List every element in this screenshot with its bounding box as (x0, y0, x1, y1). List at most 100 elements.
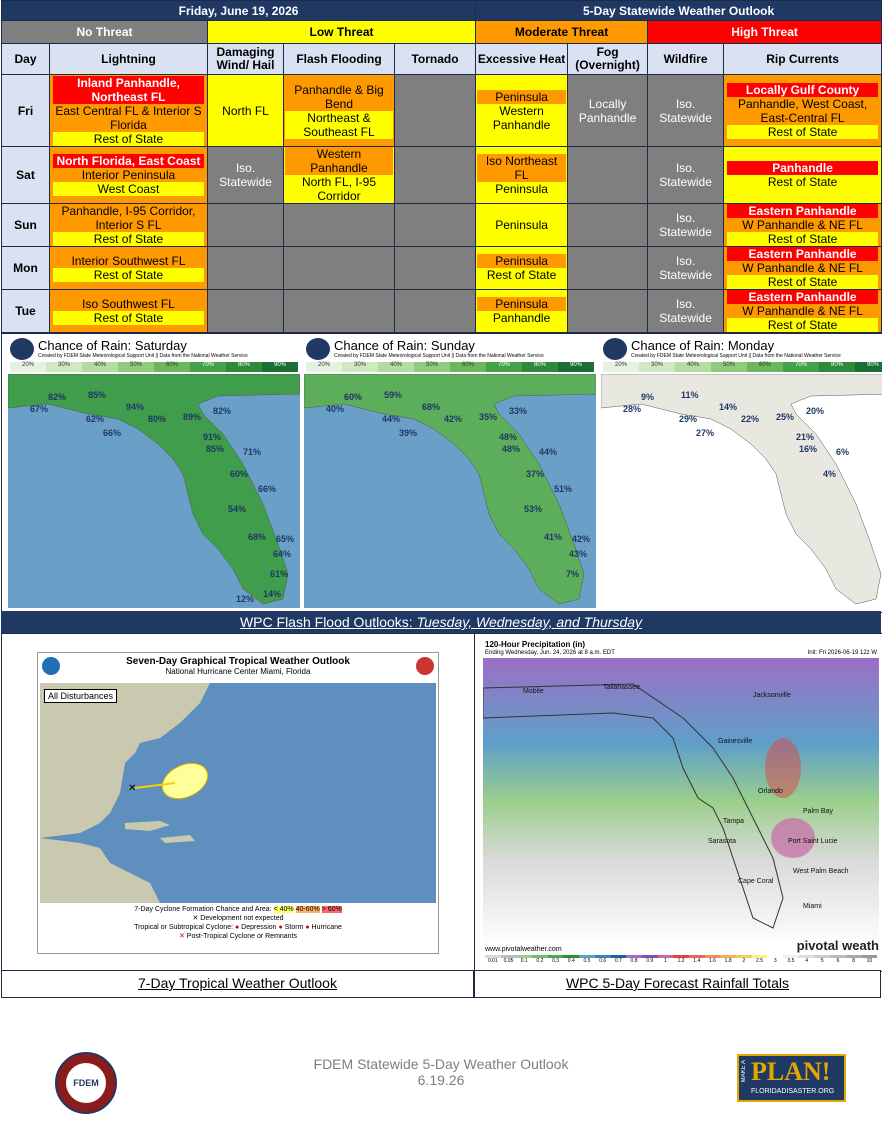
fdem-logo-icon (10, 338, 34, 360)
precip-site: www.pivotalweather.com (485, 946, 562, 953)
threat-area-text: Panhandle (476, 311, 567, 325)
threat-area-text: Locally Panhandle (578, 96, 637, 125)
rain-chance-value: 89% (183, 412, 202, 422)
rain-chance-value: 94% (126, 402, 145, 412)
cell-tornado (393, 289, 477, 333)
cell-wildfire: Iso. Statewide (647, 246, 725, 290)
col-flash-flooding: Flash Flooding (283, 43, 395, 75)
cell-fog (567, 289, 649, 333)
cell-fog (567, 246, 649, 290)
florida-map-graphic (304, 374, 596, 608)
threat-area-text: Northeast & Southeast FL (285, 110, 393, 139)
rain-scale: 20% 30% 40% 50% 60% 70% 80% 90% (603, 362, 882, 372)
rain-chance-value: 91% (203, 432, 222, 442)
florida-map-graphic (601, 374, 882, 608)
tropical-outlook-map: Seven-Day Graphical Tropical Weather Out… (37, 652, 439, 954)
threat-area-text: Peninsula (495, 218, 548, 232)
rain-chance-value: 54% (228, 504, 247, 514)
outlook-table: Friday, June 19, 2026 5-Day Statewide We… (0, 0, 882, 333)
precip-scale-step: 1.4 (688, 955, 705, 965)
nws-logo-icon (416, 657, 434, 675)
cell-wildfire: Iso. Statewide (647, 203, 725, 247)
legend-cyclone-types: Tropical or Subtropical Cyclone: (134, 924, 234, 931)
rain-scale-step: 20% (306, 362, 342, 372)
precip-city-label: Tallahassee (603, 684, 640, 691)
rain-scale-step: 80% (522, 362, 558, 372)
rain-chance-value: 41% (544, 532, 563, 542)
precip-scale-step: 10 (861, 955, 878, 965)
cell-lightning: Inland Panhandle, Northeast FL East Centr… (49, 74, 208, 147)
threat-area-text: Interior Southwest FL (52, 254, 205, 268)
rain-chance-value: 22% (741, 414, 760, 424)
rain-map-credit: Created by FDEM State Meteorological Sup… (631, 353, 841, 359)
legend-hurricane: Hurricane (311, 924, 342, 931)
rain-chance-value: 6% (836, 447, 850, 457)
day-row: Mon Interior Southwest FL Rest of State Pen… (1, 246, 882, 290)
threat-area-text: Eastern Panhandle (726, 247, 879, 261)
cell-heat: Peninsula (475, 203, 569, 247)
threat-area-text: Iso. Statewide (659, 254, 712, 282)
col-wind-hail: Damaging Wind/ Hail (207, 43, 284, 75)
legend-depression: Depression (241, 924, 277, 931)
threat-area-text: West Coast (52, 182, 205, 196)
rain-chance-value: 14% (263, 589, 282, 599)
threat-area-text: Rest of State (52, 268, 205, 282)
legend-storm: Storm (284, 924, 304, 931)
tropical-map-graphic: ✕ (40, 683, 436, 903)
threat-area-text: Interior Peninsula (52, 168, 205, 182)
precip-map: 120-Hour Precipitation (in) Ending Wedne… (483, 640, 879, 966)
tropical-title: Seven-Day Graphical Tropical Weather Out… (126, 656, 350, 667)
precip-scale-step: 1.2 (673, 955, 689, 965)
col-lightning: Lightning (49, 43, 208, 75)
cell-fog (567, 146, 649, 204)
legend-no-threat: No Threat (1, 20, 208, 44)
threat-area-text: Iso. Statewide (659, 297, 712, 325)
col-tornado: Tornado (393, 43, 477, 75)
precip-scale-step: 8 (845, 955, 862, 965)
threat-area-text: Peninsula (476, 297, 567, 311)
cell-rip: Eastern Panhandle W Panhandle & NE FL Rest… (723, 246, 882, 290)
day-row: Sun Panhandle, I-95 Corridor, Interior S … (1, 203, 882, 247)
precip-city-label: Jacksonville (753, 692, 791, 699)
legend-high-threat: High Threat (647, 20, 882, 44)
rain-chance-value: 21% (796, 432, 815, 442)
rain-scale-step: 40% (675, 362, 711, 372)
rain-chance-value: 66% (258, 484, 277, 494)
flash-flood-caption: WPC Flash Flood Outlooks: Tuesday, Wedne… (1, 611, 881, 633)
rain-chance-value: 85% (88, 390, 107, 400)
rain-chance-value: 44% (382, 414, 401, 424)
col-rip-currents: Rip Currents (723, 43, 882, 75)
threat-area-text: Iso Northeast FL (476, 154, 567, 182)
precip-scale-step: 2.5 (751, 955, 768, 965)
precip-city-label: Tampa (723, 818, 745, 825)
precip-city-label: Cape Coral (738, 878, 774, 885)
precip-scale-step: 0.6 (594, 955, 611, 965)
precip-city-label: Miami (803, 903, 822, 910)
cell-rip: Panhandle Rest of State (723, 146, 882, 204)
rain-scale-step: 20% (603, 362, 639, 372)
legend-post-tropical: Post-Tropical Cyclone or Remnants (186, 933, 298, 940)
rain-chance-value: 12% (236, 594, 255, 604)
threat-area-text: Iso Southwest FL (52, 297, 205, 311)
cell-fog (567, 203, 649, 247)
threat-area-text: Iso. Statewide (659, 211, 712, 239)
plan-logo-url: FLORIDADISASTER.ORG (751, 1088, 835, 1095)
rain-chance-value: 68% (422, 402, 441, 412)
cell-tornado (393, 74, 477, 147)
cell-flood: Panhandle & Big Bend Northeast & Southeas… (283, 74, 395, 147)
rain-scale-step: 70% (486, 362, 522, 372)
threat-area-text: Panhandle, West Coast, East-Central FL (726, 96, 879, 125)
cell-tornado (393, 246, 477, 290)
rain-scale-step: 30% (639, 362, 675, 372)
precip-city-label: Port Saint Lucie (788, 838, 838, 845)
day-row: Tue Iso Southwest FL Rest of State Peninsul… (1, 289, 882, 333)
precip-scale-step: 0.8 (626, 955, 642, 965)
legend-moderate-threat: Moderate Threat (475, 20, 649, 44)
footer-line1: FDEM Statewide 5-Day Weather Outlook (313, 1056, 569, 1072)
rain-chance-value: 37% (526, 469, 545, 479)
rain-chance-value: 51% (554, 484, 573, 494)
threat-area-text: North FL (222, 103, 269, 118)
rain-map-credit: Created by FDEM State Meteorological Sup… (38, 353, 248, 359)
legend-chance-high: > 60% (321, 906, 342, 913)
rain-chance-value: 82% (213, 406, 232, 416)
